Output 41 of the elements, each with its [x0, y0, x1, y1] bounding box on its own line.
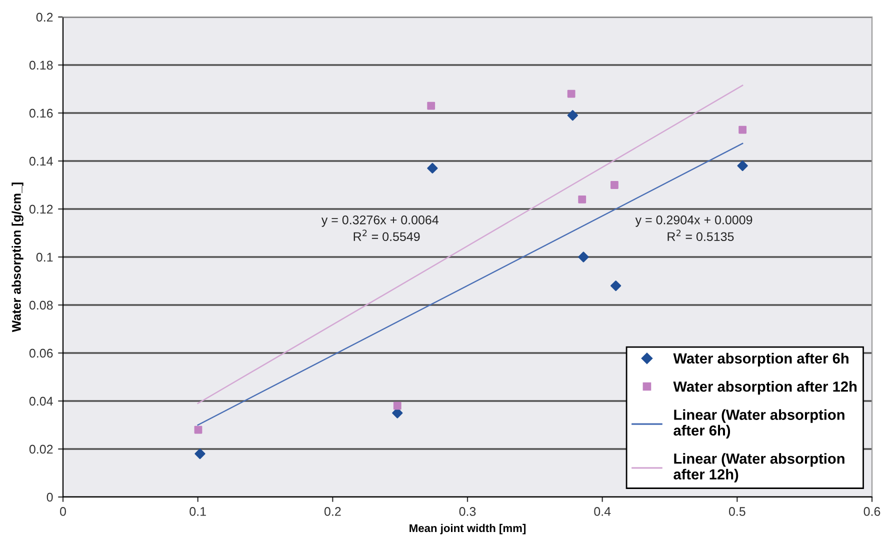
y-tick-label: 0.08	[29, 300, 53, 310]
point	[393, 402, 402, 410]
legend-label: Linear (Water absorption after 6h)	[674, 409, 844, 439]
point	[610, 280, 622, 292]
annotation: y = 0.2904x + 0.0009	[635, 216, 752, 227]
x-tick-label: 0.3	[459, 507, 476, 516]
y-tick-label: 0	[46, 492, 53, 502]
point	[427, 102, 436, 110]
x-tick-label: 0	[60, 507, 66, 516]
point	[737, 160, 748, 172]
y-tick-label: 0.1	[36, 252, 53, 262]
point	[567, 90, 576, 98]
y-tick-label: 0.18	[29, 60, 53, 70]
annotation: R$^{2}$ = 0.5135	[668, 230, 734, 242]
point	[427, 162, 438, 174]
point	[194, 448, 206, 460]
x-tick-label: 0.4	[594, 507, 611, 516]
y-tick-label: 0.2	[36, 12, 53, 22]
point	[578, 252, 589, 262]
annotation: R$^{2}$ = 0.5549	[354, 230, 420, 242]
x-tick-label: 0.1	[190, 507, 206, 516]
y-tick-label: 0.16	[29, 108, 53, 118]
annotation: y = 0.3276x + 0.0064	[321, 216, 438, 227]
y-axis-title: Water absorption [g/cm_]	[12, 182, 24, 332]
point	[194, 426, 202, 434]
point	[738, 126, 747, 134]
point	[578, 195, 586, 204]
y-tick-label: 0.06	[29, 348, 53, 358]
legend-label: Water absorption after 12h	[673, 381, 857, 395]
x-axis-title: Mean joint width [mm]	[410, 524, 526, 534]
y-tick-label: 0.02	[29, 444, 53, 454]
legend-label: Water absorption after 6h	[673, 352, 848, 366]
y-tick-label: 0.12	[29, 204, 53, 214]
y-tick-label: 0.14	[29, 156, 53, 166]
point	[567, 110, 578, 121]
point	[610, 181, 618, 189]
legend-label: Linear (Water absorption after 12h)	[674, 453, 844, 482]
x-tick-label: 0.5	[728, 507, 746, 516]
y-tick-label: 0.04	[29, 396, 53, 406]
x-tick-label: 0.6	[864, 507, 880, 516]
x-tick-label: 0.2	[324, 507, 341, 516]
